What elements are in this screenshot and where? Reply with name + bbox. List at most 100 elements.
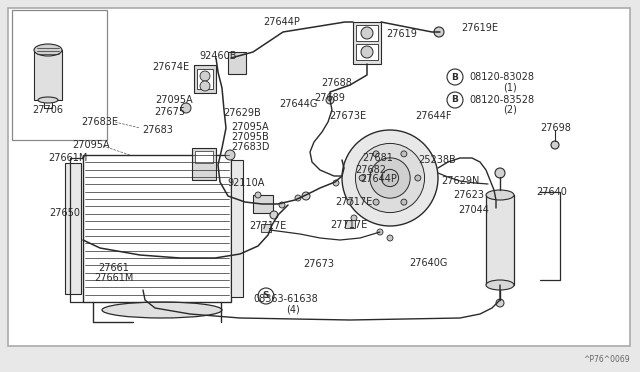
Circle shape (373, 151, 379, 157)
Bar (353, 22, 381, 64)
Text: 27673: 27673 (303, 259, 335, 269)
Bar (34, 50, 62, 100)
Ellipse shape (486, 280, 514, 290)
Circle shape (255, 192, 261, 198)
Bar (12, 10, 107, 140)
Bar (231, 160, 243, 297)
Text: 27095A: 27095A (72, 140, 110, 150)
Text: 27661M: 27661M (48, 153, 88, 163)
Circle shape (351, 215, 357, 221)
Text: 27682: 27682 (355, 165, 387, 175)
Ellipse shape (102, 302, 222, 318)
Bar (253, 195, 273, 213)
Circle shape (225, 150, 235, 160)
Text: 27675: 27675 (154, 107, 186, 117)
Bar (345, 220, 355, 228)
Text: 27629B: 27629B (223, 108, 261, 118)
Circle shape (342, 130, 438, 226)
Circle shape (359, 175, 365, 181)
Circle shape (387, 235, 393, 241)
Circle shape (447, 69, 463, 85)
Text: (4): (4) (286, 305, 300, 315)
Text: 27688: 27688 (321, 78, 353, 88)
Text: 27717E: 27717E (250, 221, 287, 231)
Bar (83, 155, 231, 302)
Text: 08363-61638: 08363-61638 (253, 294, 318, 304)
Text: 27623: 27623 (454, 190, 484, 200)
Text: ^P76^0069: ^P76^0069 (584, 355, 630, 364)
Circle shape (355, 144, 424, 212)
Circle shape (258, 288, 274, 304)
Text: 27644G: 27644G (279, 99, 317, 109)
Text: 27044: 27044 (459, 205, 490, 215)
Text: 27683E: 27683E (81, 117, 118, 127)
Bar (356, 25, 378, 41)
Circle shape (200, 81, 210, 91)
Bar (197, 69, 213, 89)
Bar (195, 151, 213, 163)
Bar (192, 148, 216, 180)
Text: 92110A: 92110A (227, 178, 265, 188)
Text: 27717E: 27717E (335, 197, 372, 207)
Circle shape (495, 168, 505, 178)
Text: 08120-83028: 08120-83028 (470, 72, 534, 82)
Text: 27629N: 27629N (441, 176, 479, 186)
Circle shape (373, 199, 379, 205)
Circle shape (551, 141, 559, 149)
Text: 27661: 27661 (99, 263, 129, 273)
Ellipse shape (486, 190, 514, 200)
Text: 27681: 27681 (363, 153, 394, 163)
Text: 27674E: 27674E (152, 62, 189, 72)
Circle shape (381, 169, 399, 187)
Text: 27689: 27689 (315, 93, 346, 103)
Text: 27683: 27683 (143, 125, 173, 135)
Bar (356, 44, 378, 60)
Circle shape (434, 27, 444, 37)
Bar (194, 65, 216, 93)
Text: 27644P: 27644P (360, 174, 397, 184)
Text: 92460B: 92460B (199, 51, 237, 61)
Bar (228, 52, 246, 74)
Text: 27095A: 27095A (231, 122, 269, 132)
Circle shape (415, 175, 421, 181)
Ellipse shape (34, 44, 62, 56)
Text: 27095A: 27095A (155, 95, 193, 105)
Circle shape (377, 229, 383, 235)
Text: 27095B: 27095B (231, 132, 269, 142)
Text: 27661M: 27661M (94, 273, 134, 283)
Text: B: B (452, 96, 458, 105)
Text: 27717E: 27717E (330, 220, 367, 230)
Circle shape (401, 199, 407, 205)
Text: 27673E: 27673E (330, 111, 367, 121)
Circle shape (447, 92, 463, 108)
Circle shape (295, 195, 301, 201)
Text: (1): (1) (503, 82, 517, 92)
Text: 27650: 27650 (49, 208, 81, 218)
Circle shape (181, 103, 191, 113)
Text: B: B (452, 73, 458, 81)
Text: (2): (2) (503, 105, 517, 115)
Circle shape (496, 299, 504, 307)
Bar (486, 195, 514, 285)
Circle shape (361, 27, 373, 39)
Circle shape (302, 192, 310, 200)
Text: 25238B: 25238B (418, 155, 456, 165)
Circle shape (361, 46, 373, 58)
Text: 27644F: 27644F (416, 111, 452, 121)
Circle shape (370, 158, 410, 198)
Text: 27698: 27698 (541, 123, 572, 133)
Text: 27644P: 27644P (264, 17, 300, 27)
Circle shape (270, 211, 278, 219)
Text: 27683D: 27683D (231, 142, 269, 152)
Circle shape (401, 151, 407, 157)
Bar (261, 224, 271, 232)
Text: 08120-83528: 08120-83528 (469, 95, 534, 105)
Circle shape (279, 202, 285, 208)
Circle shape (200, 71, 210, 81)
Circle shape (326, 96, 334, 104)
Text: 27619E: 27619E (461, 23, 499, 33)
Circle shape (347, 199, 353, 205)
Text: 27640: 27640 (536, 187, 568, 197)
Text: 27640G: 27640G (409, 258, 447, 268)
Text: 27619: 27619 (387, 29, 417, 39)
